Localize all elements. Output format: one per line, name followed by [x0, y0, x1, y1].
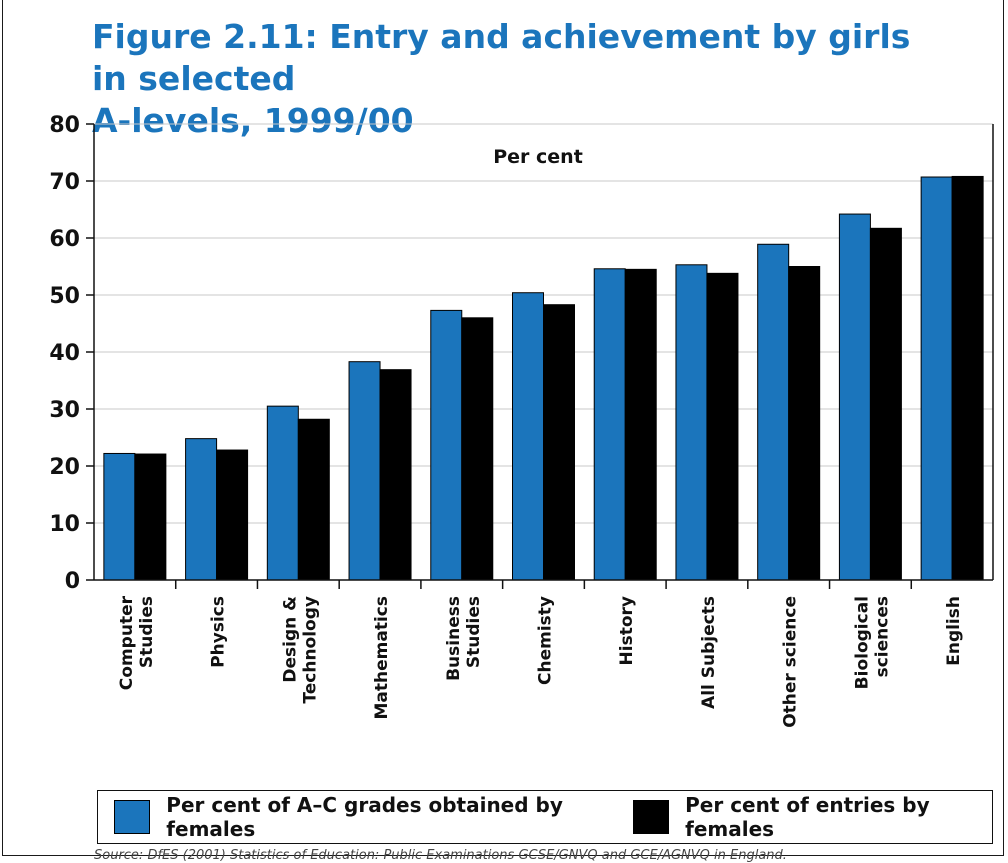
bar-entries	[297, 418, 330, 581]
bars	[103, 175, 984, 581]
x-tick-label: Studies	[464, 596, 484, 668]
y-tick-label: 80	[49, 113, 80, 138]
x-tick-label: Mathematics	[372, 596, 392, 719]
x-tick-label: All Subjects	[699, 596, 719, 709]
figure-title: Figure 2.11: Entry and achievement by gi…	[92, 16, 952, 142]
bar-grades	[430, 309, 463, 581]
axes	[93, 124, 994, 589]
x-tick-label: Computer	[117, 595, 137, 690]
x-axis-labels: Computer Studies Physics Design & Technology…	[117, 595, 964, 727]
source-note: Source: DfES (2001) Statistics of Educat…	[94, 848, 787, 863]
x-tick-label: Design &	[280, 596, 300, 683]
bar-entries	[134, 453, 167, 581]
x-tick-label: History	[617, 596, 637, 665]
y-axis-label: Per cent	[493, 146, 583, 168]
bar-entries	[379, 369, 412, 581]
bar-grades	[920, 176, 953, 581]
bar-entries	[788, 266, 821, 581]
bar-grades	[185, 438, 218, 581]
y-axis-ticks: 0 10 20 30 40 50 60 70 80	[49, 113, 94, 594]
legend-swatch-grades	[114, 800, 151, 834]
x-tick-label: Other science	[781, 596, 801, 728]
bar-grades	[757, 243, 790, 581]
bar-grades	[103, 452, 136, 581]
x-tick-label: Biological	[852, 596, 872, 689]
y-tick-label: 50	[49, 284, 80, 309]
y-tick-label: 70	[49, 170, 80, 195]
y-tick-label: 40	[49, 341, 80, 366]
legend-label-entries: Per cent of entries by females	[685, 793, 930, 841]
x-tick-label: sciences	[872, 596, 892, 677]
y-tick-label: 0	[65, 569, 80, 594]
x-tick-label: Technology	[300, 596, 320, 704]
x-tick-label: Physics	[209, 596, 229, 668]
bar-entries	[951, 175, 984, 581]
bar-entries	[624, 268, 657, 581]
y-tick-label: 10	[49, 512, 80, 537]
figure-title-line-1: Figure 2.11: Entry and achievement by gi…	[92, 17, 911, 98]
bar-grades	[838, 213, 871, 581]
legend-item-entries: Per cent of entries by females	[632, 793, 992, 841]
legend-item-grades: Per cent of A–C grades obtained by femal…	[114, 793, 611, 841]
y-tick-label: 60	[49, 227, 80, 252]
bar-grades	[593, 268, 626, 581]
legend-label-grades: Per cent of A–C grades obtained by femal…	[166, 793, 563, 841]
x-tick-label: Chemisty	[536, 596, 556, 685]
chart-legend: Per cent of A–C grades obtained by femal…	[97, 790, 993, 844]
figure-title-line-2: A-levels, 1999/00	[92, 101, 414, 140]
y-tick-label: 20	[49, 455, 80, 480]
bar-entries	[216, 449, 249, 581]
bar-grades	[512, 292, 544, 581]
bar-grades	[675, 264, 708, 581]
y-tick-label: 30	[49, 398, 80, 423]
bar-entries	[869, 227, 902, 581]
x-tick-label: Business	[444, 596, 464, 681]
bar-grades	[266, 405, 299, 581]
bar-entries	[543, 304, 575, 581]
x-tick-label: English	[944, 596, 964, 666]
bar-grades	[348, 361, 381, 581]
bar-entries	[706, 272, 739, 581]
legend-swatch-entries	[632, 800, 670, 834]
bar-entries	[461, 317, 494, 581]
x-tick-label: Studies	[137, 596, 157, 668]
